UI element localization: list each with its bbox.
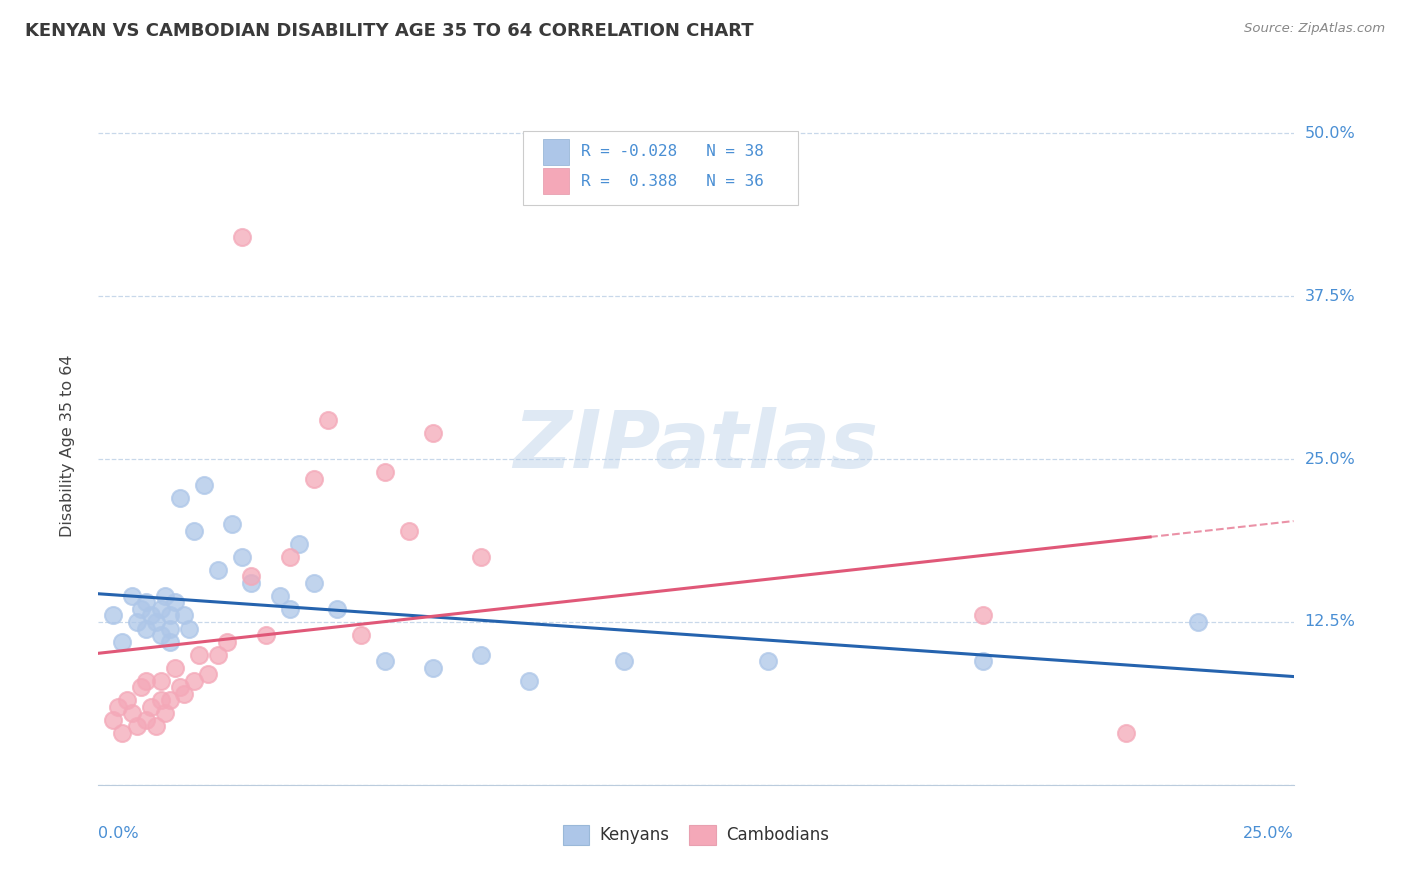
Point [159,693,181,707]
Point [240,569,263,583]
Point [187,648,209,662]
Point [163,595,186,609]
Point [135,713,157,727]
Point [1115,726,1137,740]
Text: 37.5%: 37.5% [1305,289,1355,303]
Point [422,660,444,674]
Point [278,549,301,564]
Text: 0.0%: 0.0% [98,826,139,840]
Point [316,413,339,427]
Point [302,575,325,590]
Point [221,517,243,532]
Point [149,693,172,707]
Point [756,654,779,668]
Point [131,680,153,694]
Point [101,713,124,727]
Point [302,472,325,486]
Legend: Kenyans, Cambodians: Kenyans, Cambodians [557,819,835,851]
Point [139,608,162,623]
Point [145,615,167,629]
Point [121,706,143,721]
Point [422,425,444,440]
Point [278,602,301,616]
Point [326,602,349,616]
Point [1187,615,1209,629]
Point [470,549,492,564]
Point [183,524,205,538]
Point [135,595,157,609]
Point [288,537,311,551]
Point [111,634,134,648]
Point [169,491,191,505]
Point [163,660,186,674]
Point [131,602,153,616]
Point [231,549,253,564]
Point [613,654,636,668]
Point [207,648,229,662]
Point [972,654,994,668]
Point [149,628,172,642]
Point [145,719,167,733]
Point [350,628,373,642]
Point [159,634,181,648]
Point [193,478,215,492]
Text: 12.5%: 12.5% [1305,615,1355,630]
Point [517,673,540,688]
Point [398,524,420,538]
Point [149,673,172,688]
FancyBboxPatch shape [543,168,569,194]
Point [217,634,239,648]
Point [173,687,195,701]
Point [101,608,124,623]
Text: 25.0%: 25.0% [1305,451,1355,467]
Point [107,699,129,714]
Point [374,654,396,668]
Point [111,726,134,740]
Point [231,230,253,244]
Point [115,693,138,707]
Point [149,602,172,616]
Point [972,608,994,623]
Point [135,673,157,688]
FancyBboxPatch shape [523,131,797,205]
Point [159,608,181,623]
Point [139,699,162,714]
Text: ZIPatlas: ZIPatlas [513,407,879,485]
Point [125,719,148,733]
Point [169,680,191,694]
Point [470,648,492,662]
Text: 50.0%: 50.0% [1305,126,1355,141]
FancyBboxPatch shape [543,139,569,165]
Point [254,628,277,642]
Point [159,622,181,636]
Text: Source: ZipAtlas.com: Source: ZipAtlas.com [1244,22,1385,36]
Point [125,615,148,629]
Point [173,608,195,623]
Text: 25.0%: 25.0% [1243,826,1294,840]
Point [179,622,201,636]
Point [197,667,219,681]
Text: R =  0.388   N = 36: R = 0.388 N = 36 [581,174,763,189]
Text: R = -0.028   N = 38: R = -0.028 N = 38 [581,145,763,160]
Point [155,706,177,721]
Point [155,589,177,603]
Point [207,563,229,577]
Point [269,589,291,603]
Point [135,622,157,636]
Y-axis label: Disability Age 35 to 64: Disability Age 35 to 64 [60,355,75,537]
Text: KENYAN VS CAMBODIAN DISABILITY AGE 35 TO 64 CORRELATION CHART: KENYAN VS CAMBODIAN DISABILITY AGE 35 TO… [25,22,754,40]
Point [183,673,205,688]
Point [240,575,263,590]
Point [121,589,143,603]
Point [374,465,396,479]
